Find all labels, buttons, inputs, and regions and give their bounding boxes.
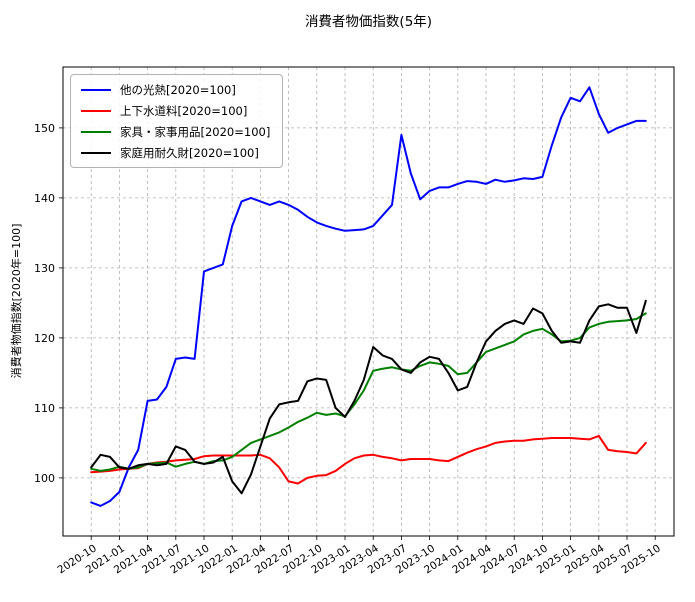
legend-line-swatch — [81, 151, 111, 154]
chart-title: 消費者物価指数(5年) — [304, 14, 433, 30]
y-tick-label: 100 — [34, 472, 55, 485]
y-tick-label: 150 — [34, 122, 55, 135]
legend-label: 上下水道料[2020=100] — [120, 103, 248, 118]
legend-entry: 他の光熱[2020=100] — [81, 81, 270, 98]
legend-label: 家具・家事用品[2020=100] — [120, 124, 271, 139]
y-tick-label: 130 — [34, 262, 55, 275]
legend-label: 家庭用耐久財[2020=100] — [120, 145, 259, 160]
y-axis-label: 消費者物価指数[2020年=100] — [10, 223, 23, 379]
legend: 他の光熱[2020=100] 上下水道料[2020=100] 家具・家事用品[202… — [70, 74, 284, 168]
legend-entry: 上下水道料[2020=100] — [81, 102, 270, 119]
legend-line-swatch — [81, 109, 111, 112]
legend-entry: 家具・家事用品[2020=100] — [81, 123, 270, 140]
y-tick-label: 110 — [34, 402, 55, 415]
y-tick-label: 140 — [34, 192, 55, 205]
legend-entry: 家庭用耐久財[2020=100] — [81, 144, 270, 161]
series-line-0 — [90, 86, 647, 507]
legend-label: 他の光熱[2020=100] — [120, 82, 236, 97]
y-tick-label: 120 — [34, 332, 55, 345]
series-line-2 — [90, 312, 647, 472]
series-line-3 — [90, 299, 647, 495]
axes-frame — [62, 66, 675, 537]
legend-line-swatch — [81, 88, 111, 91]
legend-line-swatch — [81, 130, 111, 133]
series-line-1 — [90, 434, 647, 485]
